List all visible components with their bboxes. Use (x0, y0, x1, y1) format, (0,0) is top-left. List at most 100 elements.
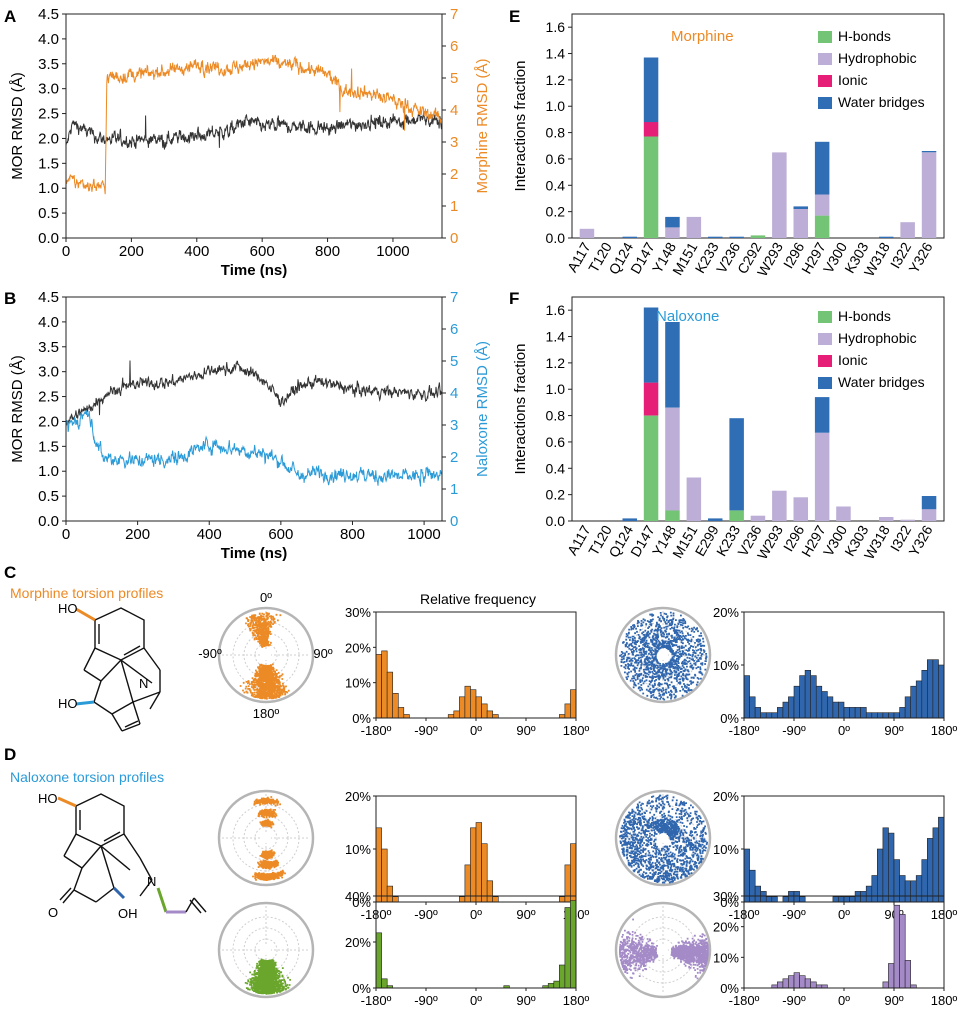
hist-bar (815, 685, 823, 719)
hist-bar (475, 822, 482, 903)
x-tick-label: 90º (884, 723, 903, 738)
rmsd-b-ylabel-right: Naloxone RMSD (Å) (474, 341, 491, 477)
hist-bar (810, 675, 817, 719)
polar-points (619, 611, 708, 701)
bar-W318-hydrophobic (879, 517, 894, 521)
interactions-chart-naloxone: A117T120Q124D147Y148M151E299K233V236W293… (512, 296, 945, 562)
hist-bar (381, 650, 388, 719)
naloxone-oh: OH (118, 906, 138, 921)
hist-bar (760, 891, 767, 903)
y-tick-label: 0.0 (38, 513, 59, 530)
bar-H297-hydrophobic (814, 194, 830, 216)
y2-tick-label: 1 (450, 481, 458, 498)
bar-I296-hydrophobic (793, 497, 808, 521)
hist-bar (838, 896, 845, 903)
morphine-ho-top: HO (58, 601, 78, 616)
bar-I322-hydrophobic (900, 222, 915, 238)
legend-swatch (818, 333, 832, 345)
hist-bar (799, 896, 806, 903)
bar-I322-hydrophobic (900, 519, 915, 521)
x-tick-label: 400 (197, 526, 222, 543)
x-tick-label: -90º (782, 993, 806, 1008)
bar-H297-hydrophobic (814, 432, 830, 521)
y-tick-label: 0% (352, 711, 371, 726)
histogram-D-hist-4: 0% 10% 20% 30% -180º -90º 0º 90º 180º (713, 889, 957, 1008)
y2-tick-label: 1 (450, 198, 458, 215)
y-tick-label: 3.5 (38, 56, 59, 73)
bar-H297-h-bonds (814, 215, 830, 238)
x-tick-label: -90º (782, 907, 806, 922)
hist-bar (876, 712, 884, 719)
polar-label-left: -90º (198, 646, 222, 661)
legend-swatch (818, 75, 832, 87)
polar-center (261, 945, 271, 955)
torsion-histograms: 0% 10% 20% 30% -180º -90º 0º 90º 180º 0% 10% 20% -18… (345, 605, 957, 1008)
hist-bar (904, 696, 911, 719)
bar-W318-water-bridges (879, 236, 894, 238)
y2-tick-label: 5 (450, 70, 458, 87)
y-tick-label: 0.0 (546, 230, 566, 246)
y2-tick-label: 4 (450, 102, 458, 119)
y-tick-label: 0.8 (546, 408, 566, 424)
rmsd-series-mor (65, 110, 443, 150)
hist-bar (793, 972, 800, 989)
y-tick-label: 20% (713, 789, 739, 804)
y-tick-label: 20% (345, 935, 371, 950)
x-tick-label: 180º (563, 723, 590, 738)
polar-naloxone-1 (217, 789, 315, 887)
x-tick-label: 800 (315, 243, 340, 260)
y2-tick-label: 2 (450, 449, 458, 466)
y-tick-label: 0% (720, 981, 739, 996)
hist-bar (843, 707, 850, 719)
y-tick-label: 10% (713, 658, 739, 673)
hist-bar (381, 848, 388, 903)
bar-Y148-h-bonds (665, 510, 680, 521)
hist-bar (492, 896, 499, 903)
bar-Y326-water-bridges (921, 151, 937, 153)
legend-label: H-bonds (838, 308, 891, 324)
bar-A117-hydrophobic (579, 228, 595, 238)
bar-M151-hydrophobic (686, 477, 702, 521)
y-tick-label: 3.0 (38, 364, 59, 381)
bar-Q124-water-bridges (622, 518, 637, 521)
x-tick-label: -180º (361, 723, 392, 738)
category-label: Y326 (905, 522, 935, 559)
hist-bar (915, 680, 923, 719)
y-tick-label: 10% (713, 842, 739, 857)
bar-K233-water-bridges (729, 418, 744, 511)
legend-label: H-bonds (838, 28, 891, 44)
x-tick-label: 200 (119, 243, 144, 260)
legend-swatch (818, 97, 832, 109)
y2-tick-label: 3 (450, 417, 458, 434)
hist-bar (871, 875, 878, 903)
y2-tick-label: 0 (450, 230, 458, 247)
histogram-D-hist-3: 0% 20% 40% -180º -90º 0º 90º 180º (345, 889, 589, 1008)
hist-bar (760, 712, 767, 719)
polar-center (658, 833, 668, 843)
rmsd-a-xlabel: Time (ns) (221, 262, 287, 279)
rmsd-b-ylabel-left: MOR RMSD (Å) (9, 355, 26, 463)
hist-bar (486, 710, 494, 719)
hist-bar (403, 714, 410, 719)
x-tick-label: -90º (414, 993, 438, 1008)
legend-label: Ionic (838, 352, 868, 368)
hist-bar (860, 891, 867, 903)
polar-points (619, 918, 709, 980)
hist-bar (799, 675, 806, 719)
bar-D147-water-bridges (643, 307, 659, 383)
x-tick-label: 1000 (376, 243, 409, 260)
x-tick-label: 90º (884, 993, 903, 1008)
polar-points (252, 796, 286, 881)
legend-swatch (818, 311, 832, 323)
y-tick-label: 3.5 (38, 339, 59, 356)
hist-bar (481, 703, 488, 719)
legend-label: Hydrophobic (838, 50, 917, 66)
x-tick-label: -180º (729, 993, 760, 1008)
hist-bar (558, 964, 566, 989)
hist-bar (788, 891, 795, 903)
hist-bar (749, 869, 756, 903)
hist-bar (464, 685, 471, 719)
hist-bar (810, 981, 817, 989)
